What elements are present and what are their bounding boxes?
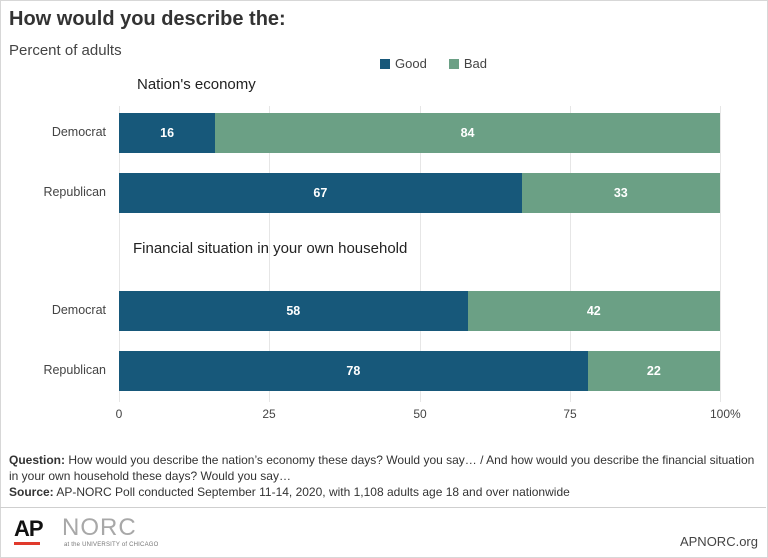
- x-tick-label: 25: [262, 407, 276, 421]
- gridline-50: [420, 106, 421, 402]
- legend-label-bad: Bad: [463, 56, 487, 71]
- legend-swatch-good: [380, 58, 390, 69]
- legend-swatch-bad: [448, 58, 459, 69]
- gridline-100: [720, 106, 721, 402]
- section-title: Nation's economy: [137, 76, 256, 93]
- bar-value-label: 33: [613, 186, 628, 200]
- chart-title: How would you describe the:: [9, 8, 286, 30]
- footnote: Question: How would you describe the nat…: [9, 452, 761, 500]
- legend-item-bad: Bad: [448, 56, 487, 71]
- question-note: Question: How would you describe the nat…: [9, 452, 761, 484]
- footer-divider: [0, 507, 766, 508]
- bar-bad: 22: [587, 351, 720, 391]
- gridline-25: [269, 106, 270, 402]
- bar-value-label: 16: [160, 126, 175, 140]
- source-note: Source: AP-NORC Poll conducted September…: [9, 484, 761, 500]
- chart-subtitle: Percent of adults: [9, 42, 122, 59]
- bar-bad: 84: [215, 113, 720, 153]
- gridline-0: [119, 106, 120, 402]
- question-text: How would you describe the nation’s econ…: [9, 453, 755, 483]
- category-label: Democrat: [51, 125, 106, 139]
- gridline-75: [570, 106, 571, 402]
- bar-bad: 33: [521, 173, 720, 213]
- norc-logo: NORC: [62, 514, 137, 541]
- x-tick-label: 0: [115, 407, 123, 421]
- x-tick-label: 50: [413, 407, 427, 421]
- bar-bad: 42: [467, 291, 720, 331]
- norc-logo-subtitle: at the UNIVERSITY of CHICAGO: [64, 542, 159, 548]
- ap-logo: AP: [14, 516, 44, 541]
- section-title: Financial situation in your own househol…: [133, 240, 408, 257]
- x-tick-label: 100%: [710, 407, 741, 421]
- x-tick-label: 75: [563, 407, 577, 421]
- category-label: Democrat: [51, 303, 106, 317]
- bar-good: 58: [119, 291, 468, 331]
- bar-good: 67: [119, 173, 522, 213]
- bar-value-label: 84: [460, 126, 475, 140]
- bar-value-label: 58: [286, 304, 301, 318]
- bar-value-label: 42: [586, 304, 601, 318]
- bar-value-label: 67: [313, 186, 328, 200]
- bar-value-label: 22: [646, 364, 661, 378]
- legend-label-good: Good: [395, 56, 427, 71]
- category-label: Republican: [43, 363, 106, 377]
- bar-good: 78: [119, 351, 588, 391]
- question-label: Question:: [9, 453, 65, 467]
- bar-value-label: 78: [346, 364, 361, 378]
- site-link[interactable]: APNORC.org: [679, 534, 758, 549]
- ap-logo-underline: [14, 542, 40, 545]
- source-label: Source:: [9, 485, 54, 499]
- legend-item-good: Good: [380, 56, 427, 71]
- source-text: AP-NORC Poll conducted September 11-14, …: [56, 485, 570, 499]
- bar-good: 16: [119, 113, 216, 153]
- category-label: Republican: [43, 185, 106, 199]
- legend: Good Bad: [380, 56, 487, 71]
